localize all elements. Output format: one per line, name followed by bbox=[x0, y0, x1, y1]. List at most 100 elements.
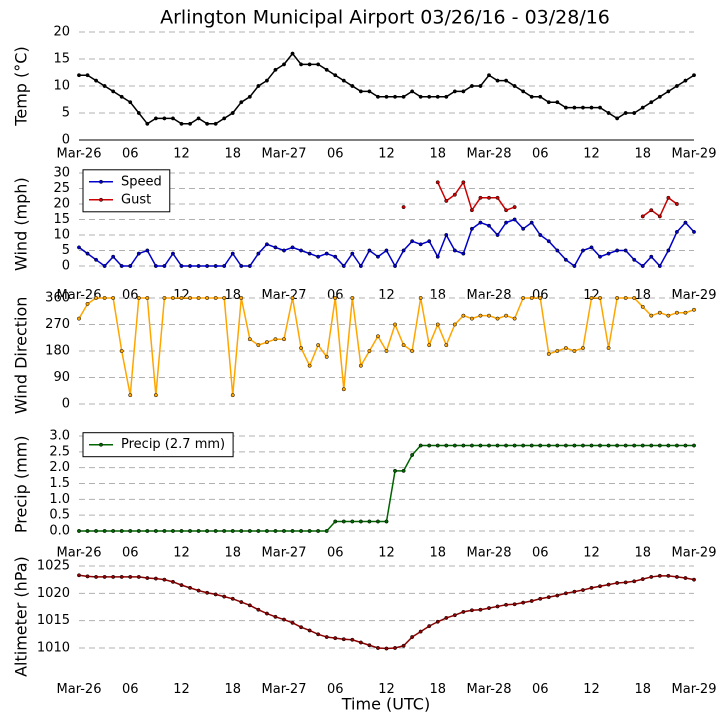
series-line bbox=[79, 444, 694, 532]
data-point bbox=[171, 529, 175, 533]
x-tick-label: Mar-29 bbox=[672, 682, 717, 697]
x-tick-label: 06 bbox=[327, 682, 344, 697]
data-point bbox=[111, 89, 116, 94]
x-tick-label: Mar-28 bbox=[467, 545, 512, 560]
data-point bbox=[162, 577, 167, 582]
data-point bbox=[649, 100, 654, 105]
data-point bbox=[273, 337, 278, 342]
y-axis-label: Wind (mph) bbox=[12, 177, 31, 271]
data-point bbox=[512, 205, 517, 210]
data-point bbox=[546, 351, 551, 356]
series-line bbox=[78, 297, 695, 396]
data-point bbox=[333, 636, 338, 641]
data-point bbox=[401, 205, 406, 210]
data-point bbox=[213, 296, 218, 300]
data-point bbox=[666, 89, 671, 94]
data-point bbox=[316, 529, 321, 533]
data-point bbox=[358, 89, 363, 94]
data-point bbox=[683, 220, 688, 225]
data-point bbox=[239, 100, 244, 105]
data-point bbox=[461, 609, 466, 614]
data-point bbox=[495, 443, 500, 448]
data-point bbox=[376, 94, 380, 99]
data-point bbox=[367, 519, 372, 524]
data-point bbox=[444, 233, 449, 237]
data-point bbox=[307, 62, 312, 67]
x-tick-label: Mar-28 bbox=[467, 682, 512, 697]
data-point bbox=[256, 529, 261, 533]
data-point bbox=[94, 78, 99, 83]
x-tick-label: 18 bbox=[429, 147, 446, 162]
data-point bbox=[692, 73, 696, 78]
x-tick-label: Mar-27 bbox=[262, 682, 307, 697]
data-point bbox=[222, 529, 227, 533]
data-point bbox=[136, 529, 141, 533]
data-point bbox=[623, 580, 628, 585]
data-point bbox=[640, 214, 645, 219]
data-point bbox=[504, 443, 509, 448]
data-point bbox=[563, 105, 568, 110]
data-point bbox=[512, 217, 517, 222]
data-point bbox=[264, 242, 269, 247]
legend-label: Speed bbox=[121, 174, 162, 189]
data-point bbox=[188, 585, 192, 590]
data-point bbox=[393, 646, 397, 650]
x-tick-label: 18 bbox=[634, 147, 651, 162]
data-point bbox=[674, 84, 679, 88]
data-point bbox=[350, 84, 355, 88]
data-point bbox=[136, 111, 141, 115]
x-tick-label: 06 bbox=[327, 545, 344, 560]
data-point bbox=[615, 248, 620, 253]
data-point bbox=[316, 343, 321, 348]
data-point bbox=[299, 346, 304, 350]
data-point bbox=[230, 529, 235, 533]
data-point bbox=[85, 574, 90, 579]
data-point bbox=[581, 248, 585, 253]
data-point bbox=[521, 600, 526, 605]
data-point bbox=[145, 529, 150, 533]
data-point bbox=[435, 322, 440, 327]
data-point bbox=[162, 264, 167, 268]
data-point bbox=[427, 343, 432, 348]
x-tick-label: 12 bbox=[173, 147, 190, 162]
data-point bbox=[401, 468, 406, 473]
data-point bbox=[341, 78, 346, 83]
data-point bbox=[487, 73, 491, 78]
data-point bbox=[171, 251, 175, 256]
data-point bbox=[598, 584, 602, 589]
data-point bbox=[239, 296, 244, 300]
data-point bbox=[683, 310, 688, 315]
data-point bbox=[247, 603, 252, 608]
data-point bbox=[581, 346, 585, 350]
x-tick-label: 12 bbox=[173, 682, 190, 697]
data-point bbox=[581, 443, 585, 448]
data-point bbox=[341, 519, 346, 524]
data-point bbox=[444, 443, 449, 448]
data-point bbox=[230, 596, 235, 601]
data-point bbox=[504, 78, 509, 83]
data-point bbox=[572, 264, 577, 268]
data-point bbox=[563, 443, 568, 448]
data-point bbox=[555, 593, 560, 598]
data-point bbox=[649, 443, 654, 448]
data-point bbox=[632, 111, 637, 115]
data-point bbox=[512, 316, 517, 321]
data-point bbox=[188, 296, 192, 300]
data-point bbox=[145, 576, 150, 580]
data-point bbox=[572, 105, 577, 110]
data-point bbox=[666, 313, 671, 318]
data-point bbox=[461, 443, 466, 448]
data-point bbox=[230, 251, 235, 256]
data-point bbox=[205, 296, 210, 300]
data-point bbox=[239, 529, 244, 533]
data-point bbox=[171, 116, 175, 121]
data-point bbox=[85, 73, 90, 78]
data-point bbox=[324, 67, 329, 72]
data-point bbox=[171, 296, 175, 300]
data-point bbox=[495, 604, 500, 609]
data-point bbox=[683, 78, 688, 83]
data-point bbox=[615, 116, 620, 121]
data-point bbox=[623, 443, 628, 448]
data-point bbox=[461, 251, 466, 256]
data-point bbox=[290, 51, 295, 56]
